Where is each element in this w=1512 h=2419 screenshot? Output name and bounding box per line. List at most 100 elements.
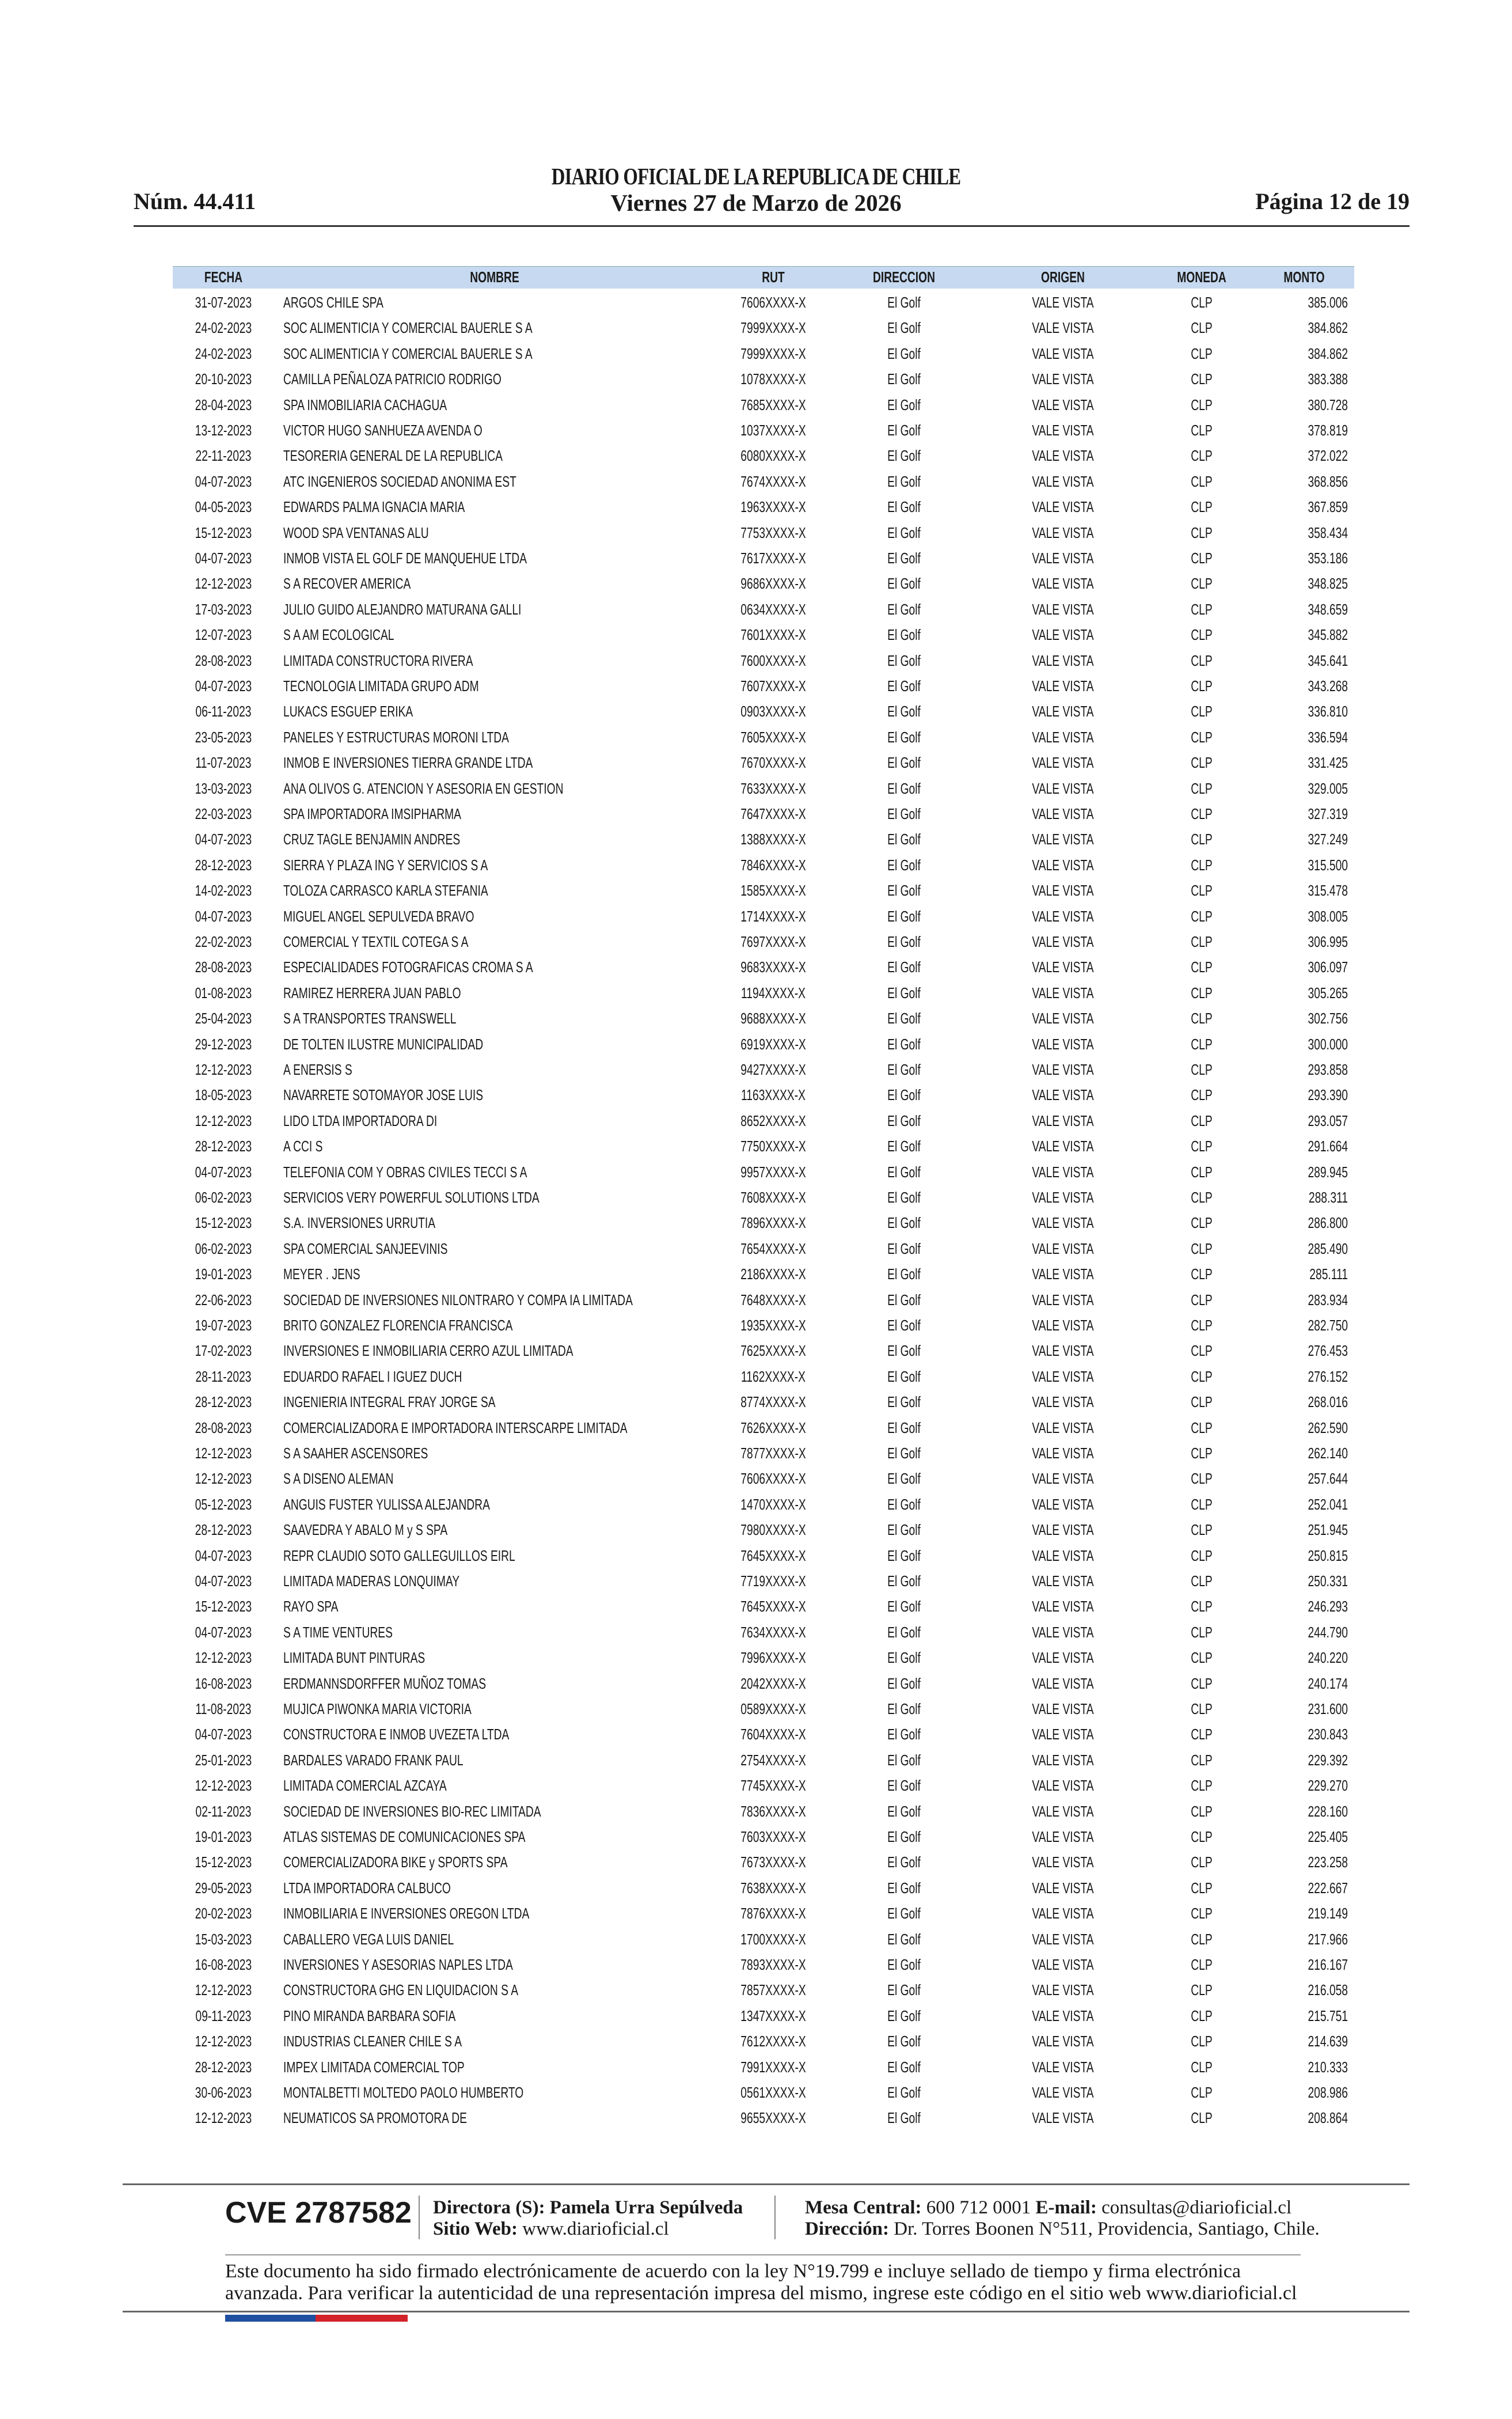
cell-amount: 250.331: [1308, 1572, 1348, 1590]
cell-rut: 6080XXXX-X: [740, 447, 806, 465]
cell-name: SIERRA Y PLAZA ING Y SERVICIOS S A: [283, 856, 488, 874]
cell-date: 09-11-2023: [195, 2007, 252, 2024]
issue-date: Viernes 27 de Marzo de 2026: [610, 189, 902, 216]
cell-rut: 0561XXXX-X: [740, 2084, 806, 2101]
cell-address: El Golf: [887, 703, 921, 721]
cell-rut: 1935XXXX-X: [740, 1317, 806, 1334]
cell-name: INVERSIONES E INMOBILIARIA CERRO AZUL LI…: [283, 1342, 573, 1360]
column-header: MONTO: [1283, 268, 1325, 286]
cell-date: 24-02-2023: [195, 344, 252, 362]
cell-address: El Golf: [887, 2084, 921, 2101]
cell-name: DE TOLTEN ILUSTRE MUNICIPALIDAD: [283, 1035, 484, 1053]
cell-currency: CLP: [1191, 1495, 1213, 1513]
cell-amount: 306.995: [1308, 933, 1348, 950]
cell-date: 19-01-2023: [195, 1265, 252, 1283]
cell-name: COMERCIALIZADORA BIKE y SPORTS SPA: [283, 1853, 508, 1871]
cell-amount: 308.005: [1308, 907, 1348, 925]
cell-date: 25-04-2023: [195, 1010, 252, 1027]
cell-currency: CLP: [1191, 1905, 1213, 1923]
cell-origin: VALE VISTA: [1032, 422, 1094, 439]
cell-currency: CLP: [1191, 1930, 1213, 1948]
cell-rut: 0589XXXX-X: [740, 1700, 806, 1717]
cell-address: El Golf: [887, 1086, 921, 1104]
cell-address: El Golf: [887, 1061, 921, 1078]
cell-date: 04-07-2023: [195, 1726, 252, 1743]
cell-rut: 9655XXXX-X: [740, 2109, 806, 2127]
cell-address: El Golf: [887, 498, 921, 516]
address: Dr. Torres Boonen N°511, Providencia, Sa…: [894, 2219, 1320, 2239]
cell-amount: 383.388: [1308, 370, 1348, 388]
cell-rut: 7697XXXX-X: [740, 933, 806, 950]
cell-address: El Golf: [887, 1010, 921, 1027]
cell-rut: 8774XXXX-X: [740, 1393, 806, 1411]
column-header: FECHA: [204, 268, 243, 286]
cell-date: 28-12-2023: [195, 1521, 252, 1539]
cell-rut: 7670XXXX-X: [740, 754, 806, 772]
cell-origin: VALE VISTA: [1032, 1112, 1094, 1129]
cell-date: 12-07-2023: [195, 626, 252, 644]
cell-origin: VALE VISTA: [1032, 396, 1094, 414]
cell-amount: 348.825: [1308, 575, 1348, 593]
cell-amount: 315.478: [1308, 882, 1348, 900]
cell-date: 19-07-2023: [195, 1317, 252, 1334]
cell-currency: CLP: [1191, 1726, 1213, 1743]
cell-rut: 7607XXXX-X: [740, 677, 806, 695]
cell-name: PINO MIRANDA BARBARA SOFIA: [283, 2007, 456, 2024]
cell-name: ESPECIALIDADES FOTOGRAFICAS CROMA S A: [283, 958, 533, 976]
cell-amount: 378.819: [1308, 422, 1348, 439]
cell-rut: 7980XXXX-X: [740, 1521, 806, 1539]
cell-amount: 223.258: [1308, 1853, 1348, 1871]
cell-name: INVERSIONES Y ASESORIAS NAPLES LTDA: [283, 1956, 513, 1973]
cell-address: El Golf: [887, 677, 921, 695]
cell-origin: VALE VISTA: [1032, 1930, 1094, 1948]
cell-rut: 7836XXXX-X: [740, 1802, 806, 1820]
cell-currency: CLP: [1191, 549, 1213, 567]
cell-address: El Golf: [887, 754, 921, 772]
cell-date: 24-02-2023: [195, 319, 252, 337]
separator: [419, 2196, 420, 2239]
table-header-bg: [173, 266, 1354, 289]
cell-name: ATC INGENIEROS SOCIEDAD ANONIMA EST: [283, 472, 516, 490]
cell-address: El Golf: [887, 575, 921, 593]
cell-currency: CLP: [1191, 907, 1213, 925]
cell-address: El Golf: [887, 1393, 921, 1411]
cell-date: 28-08-2023: [195, 1419, 252, 1436]
cell-name: SOC ALIMENTICIA Y COMERCIAL BAUERLE S A: [283, 344, 533, 362]
website: www.diarioficial.cl: [522, 2219, 669, 2239]
cell-date: 28-04-2023: [195, 396, 252, 414]
cell-rut: 2186XXXX-X: [740, 1265, 806, 1283]
cell-currency: CLP: [1191, 575, 1213, 593]
cell-name: S.A. INVERSIONES URRUTIA: [283, 1214, 436, 1232]
cell-address: El Golf: [887, 1291, 921, 1309]
cell-name: S A AM ECOLOGICAL: [283, 626, 394, 644]
cell-date: 04-05-2023: [195, 498, 252, 516]
cell-rut: 7645XXXX-X: [740, 1598, 806, 1616]
cell-currency: CLP: [1191, 1470, 1213, 1488]
cell-date: 06-02-2023: [195, 1189, 252, 1206]
cell-rut: 7605XXXX-X: [740, 728, 806, 746]
cell-amount: 240.174: [1308, 1674, 1348, 1692]
cell-name: REPR CLAUDIO SOTO GALLEGUILLOS EIRL: [283, 1546, 515, 1564]
cell-name: CONSTRUCTORA GHG EN LIQUIDACION S A: [283, 1981, 519, 1999]
cell-origin: VALE VISTA: [1032, 1367, 1094, 1385]
address-label: Dirección:: [805, 2219, 890, 2239]
cell-address: El Golf: [887, 805, 921, 822]
cell-origin: VALE VISTA: [1032, 1828, 1094, 1845]
phone-label: Mesa Central:: [805, 2197, 922, 2218]
cell-name: MIGUEL ANGEL SEPULVEDA BRAVO: [283, 907, 474, 925]
cell-name: LIMITADA MADERAS LONQUIMAY: [283, 1572, 460, 1590]
cell-origin: VALE VISTA: [1032, 1035, 1094, 1053]
cell-origin: VALE VISTA: [1032, 1572, 1094, 1590]
cell-amount: 262.140: [1308, 1444, 1348, 1462]
cell-name: SPA INMOBILIARIA CACHAGUA: [283, 396, 447, 414]
cell-currency: CLP: [1191, 1598, 1213, 1616]
cell-currency: CLP: [1191, 856, 1213, 874]
cell-name: LUKACS ESGUEP ERIKA: [283, 703, 413, 721]
cell-amount: 305.265: [1308, 984, 1348, 1002]
cell-rut: 7634XXXX-X: [740, 1623, 806, 1641]
bottom-rule: [123, 2311, 1410, 2312]
cell-currency: CLP: [1191, 396, 1213, 414]
cell-address: El Golf: [887, 1112, 921, 1129]
cell-origin: VALE VISTA: [1032, 779, 1094, 797]
cell-origin: VALE VISTA: [1032, 294, 1094, 311]
